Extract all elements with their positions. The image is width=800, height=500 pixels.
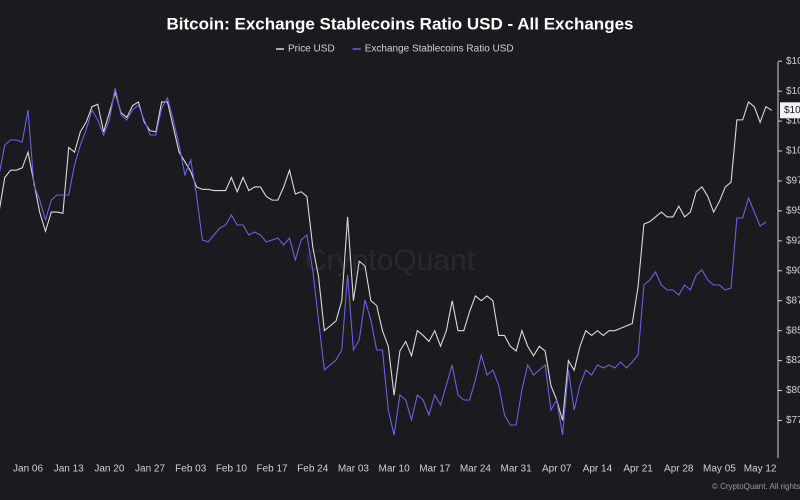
x-tick-label: Jan 13 bbox=[54, 464, 84, 475]
x-tick-label: Mar 31 bbox=[501, 464, 533, 475]
x-tick-label: Mar 17 bbox=[419, 464, 451, 475]
y-tick-label: $102.5K bbox=[786, 116, 800, 127]
y-tick-label: $92.5K bbox=[786, 235, 800, 246]
x-tick-label: Jan 27 bbox=[135, 464, 165, 475]
series-line bbox=[0, 87, 767, 436]
x-tick-label: Mar 24 bbox=[460, 464, 492, 475]
x-tick-label: Apr 28 bbox=[664, 464, 694, 475]
y-tick-label: $97.5K bbox=[786, 176, 800, 187]
chart-title: Bitcoin: Exchange Stablecoins Ratio USD … bbox=[167, 14, 634, 33]
x-tick-label: Jan 06 bbox=[13, 464, 43, 475]
y-tick-label: $100K bbox=[786, 146, 800, 157]
y-tick-label: $80K bbox=[786, 385, 800, 396]
x-tick-label: Apr 14 bbox=[583, 464, 613, 475]
y-tick-label: $90K bbox=[786, 265, 800, 276]
y-tick-label: $77.5K bbox=[786, 415, 800, 426]
price-marker bbox=[780, 102, 800, 119]
legend-label: Exchange Stablecoins Ratio USD bbox=[365, 44, 514, 55]
x-tick-label: Feb 17 bbox=[256, 464, 288, 475]
legend-label: Price USD bbox=[288, 44, 335, 55]
x-tick-label: Jan 20 bbox=[94, 464, 124, 475]
x-tick-label: Feb 03 bbox=[175, 464, 207, 475]
y-tick-label: $87.5K bbox=[786, 295, 800, 306]
y-tick-label: $85K bbox=[786, 325, 800, 336]
x-tick-label: Feb 10 bbox=[216, 464, 248, 475]
x-tick-label: May 05 bbox=[703, 464, 736, 475]
y-tick-label: $105K bbox=[786, 86, 800, 97]
price-marker-label: $103.4K bbox=[784, 105, 800, 116]
y-tick-label: $82.5K bbox=[786, 355, 800, 366]
x-tick-label: Feb 24 bbox=[297, 464, 329, 475]
series-line bbox=[0, 90, 773, 421]
x-tick-label: Mar 10 bbox=[379, 464, 411, 475]
x-tick-label: May 12 bbox=[744, 464, 777, 475]
footer: © CryptoQuant. All rights reserved. bbox=[712, 482, 800, 491]
x-tick-label: Apr 21 bbox=[623, 464, 653, 475]
y-tick-label: $107.5K bbox=[786, 56, 800, 67]
watermark: CryptoQuant bbox=[305, 244, 476, 277]
x-tick-label: Apr 07 bbox=[542, 464, 572, 475]
y-tick-label: $95K bbox=[786, 206, 800, 217]
x-tick-label: Mar 03 bbox=[338, 464, 370, 475]
